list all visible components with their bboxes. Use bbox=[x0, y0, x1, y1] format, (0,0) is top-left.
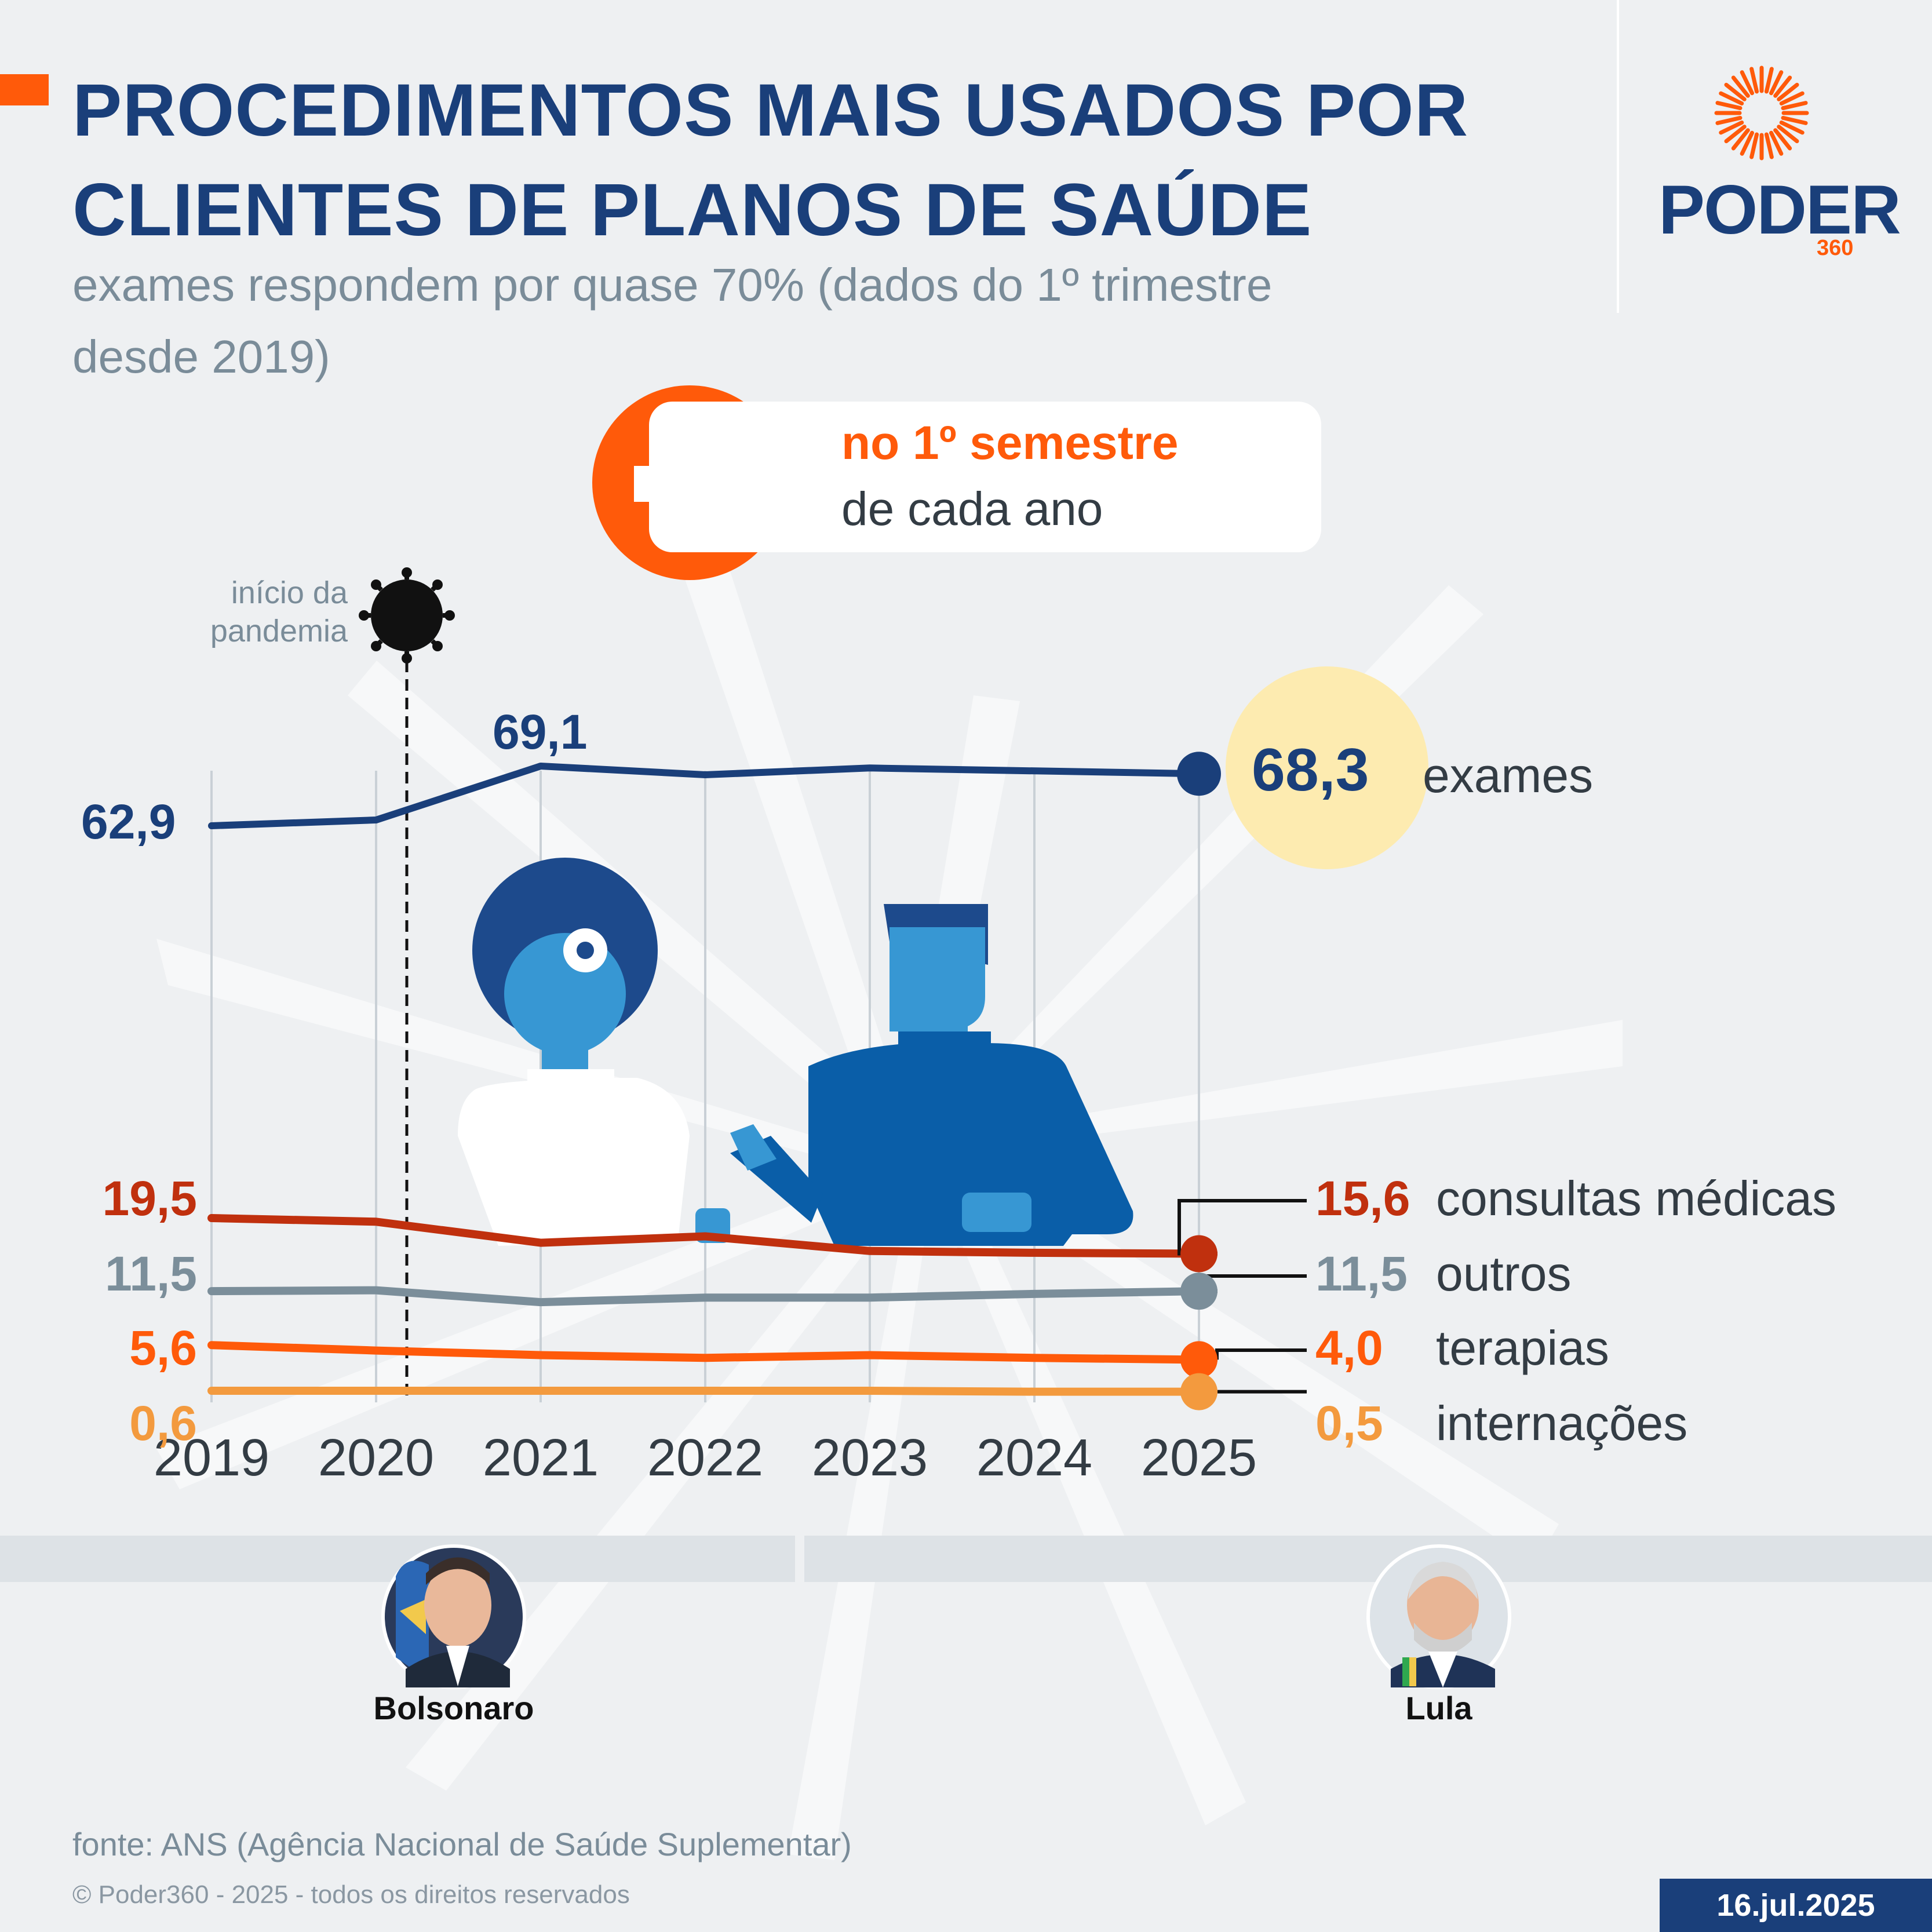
series-name-terapias: terapias bbox=[1436, 1321, 1609, 1375]
copyright-note: © Poder360 - 2025 - todos os direitos re… bbox=[72, 1880, 630, 1909]
title-line-1: PROCEDIMENTOS MAIS USADOS POR bbox=[72, 69, 1469, 152]
series-end-dot-outros bbox=[1180, 1273, 1217, 1310]
series-first-value-consultas-médicas: 19,5 bbox=[102, 1171, 198, 1226]
endpoint-dots bbox=[1177, 752, 1221, 1410]
series-line-exames bbox=[208, 763, 1202, 829]
bolsonaro-portrait bbox=[381, 1544, 526, 1689]
poder360-sun-icon bbox=[1714, 65, 1809, 161]
subtitle-line-1: exames respondem por quase 70% (dados do… bbox=[72, 259, 1273, 311]
series-name-consultas-médicas: consultas médicas bbox=[1436, 1171, 1836, 1226]
period-note-pill bbox=[649, 402, 1321, 552]
period-note-line-2: de cada ano bbox=[841, 483, 1103, 535]
bolsonaro-name: Bolsonaro bbox=[373, 1690, 534, 1726]
series-end-dot-internações bbox=[1180, 1373, 1217, 1410]
doctor-patient-illustration bbox=[458, 858, 1133, 1246]
series-last-value-internações: 0,5 bbox=[1315, 1396, 1383, 1450]
date-badge: 16.jul.2025 bbox=[1660, 1879, 1932, 1932]
series-line-consultas-médicas bbox=[207, 1214, 1203, 1258]
page-title: PROCEDIMENTOS MAIS USADOS POR CLIENTES D… bbox=[72, 61, 1468, 260]
x-tick-2021: 2021 bbox=[482, 1429, 599, 1487]
lula-portrait bbox=[1366, 1544, 1511, 1689]
pandemic-label-line-2: pandemia bbox=[210, 614, 348, 648]
series-line-outros bbox=[207, 1286, 1203, 1307]
source-note: fonte: ANS (Agência Nacional de Saúde Su… bbox=[72, 1826, 852, 1862]
title-line-2: CLIENTES DE PLANOS DE SAÚDE bbox=[72, 169, 1313, 251]
series-last-value-terapias: 4,0 bbox=[1315, 1321, 1383, 1375]
lula-name: Lula bbox=[1405, 1690, 1472, 1726]
x-tick-2025: 2025 bbox=[1140, 1429, 1257, 1487]
series-line-internações bbox=[207, 1387, 1203, 1396]
series-end-dot-consultas-médicas bbox=[1180, 1235, 1217, 1273]
exames-last-value: 68,3 bbox=[1252, 737, 1369, 804]
x-tick-2024: 2024 bbox=[976, 1429, 1093, 1487]
title-accent-bar bbox=[0, 74, 49, 105]
series-first-value-terapias: 5,6 bbox=[129, 1321, 197, 1375]
page-subtitle: exames respondem por quase 70% (dados do… bbox=[72, 249, 1591, 393]
series-last-value-consultas-médicas: 15,6 bbox=[1315, 1171, 1410, 1226]
series-name-internações: internações bbox=[1436, 1396, 1688, 1450]
series-end-dot-exames bbox=[1177, 752, 1221, 796]
series-layer bbox=[207, 763, 1203, 1396]
brand-number: 360 bbox=[1817, 236, 1854, 260]
x-tick-2019: 2019 bbox=[153, 1429, 270, 1487]
series-first-value-internações: 0,6 bbox=[129, 1396, 197, 1450]
exames-peak-value: 69,1 bbox=[493, 705, 588, 759]
pandemic-label: início da pandemia bbox=[151, 574, 348, 650]
pandemic-label-line-1: início da bbox=[231, 575, 348, 610]
x-tick-2022: 2022 bbox=[647, 1429, 764, 1487]
period-note-line-1: no 1º semestre bbox=[841, 417, 1179, 469]
header-divider bbox=[1617, 0, 1619, 313]
series-first-value-outros: 11,5 bbox=[105, 1246, 197, 1301]
subtitle-line-2: desde 2019) bbox=[72, 331, 330, 382]
series-last-value-outros: 11,5 bbox=[1315, 1246, 1408, 1301]
x-tick-2020: 2020 bbox=[318, 1429, 435, 1487]
series-line-terapias bbox=[207, 1341, 1203, 1364]
x-tick-2023: 2023 bbox=[811, 1429, 928, 1487]
lula-period-bar bbox=[804, 1536, 1932, 1582]
series-name-exames: exames bbox=[1423, 748, 1594, 803]
series-name-outros: outros bbox=[1436, 1246, 1572, 1301]
series-end-dot-terapias bbox=[1180, 1341, 1217, 1379]
exames-first-value: 62,9 bbox=[81, 794, 176, 849]
exames-highlight-bubble bbox=[1226, 666, 1428, 869]
virus-icon bbox=[359, 567, 455, 664]
brand-name: PODER bbox=[1658, 171, 1901, 249]
